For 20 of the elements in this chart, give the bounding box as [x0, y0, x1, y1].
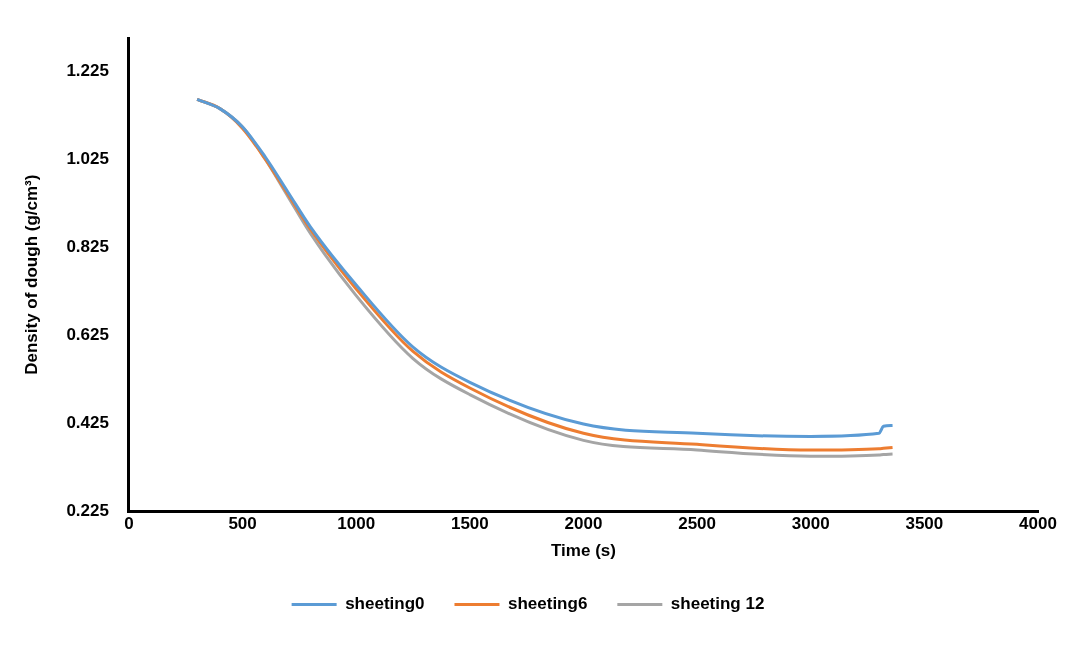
legend-label: sheeting0: [345, 594, 425, 614]
y-axis-title: Density of dough (g/cm³): [21, 174, 41, 375]
x-axis-title: Time (s): [551, 541, 616, 561]
x-tick-label: 4000: [1019, 514, 1057, 534]
x-tick-label: 500: [228, 514, 257, 534]
x-tick-label: 3000: [791, 514, 830, 534]
x-tick-label: 1000: [337, 514, 376, 534]
x-tick-label: 2000: [564, 514, 603, 534]
x-tick-label: 0: [124, 514, 134, 534]
legend-label: sheeting6: [507, 594, 588, 614]
y-tick-label: 1.225: [66, 60, 109, 80]
x-tick-label: 3500: [905, 514, 944, 534]
x-tick-label: 1500: [450, 514, 489, 534]
y-tick-label: 0.825: [66, 236, 109, 256]
legend-label: sheeting 12: [670, 594, 765, 614]
y-tick-label: 0.225: [66, 500, 109, 520]
x-tick-label: 2500: [678, 514, 717, 534]
y-tick-label: 0.425: [66, 412, 109, 432]
y-tick-label: 0.625: [66, 324, 109, 344]
y-tick-label: 1.025: [66, 148, 109, 168]
